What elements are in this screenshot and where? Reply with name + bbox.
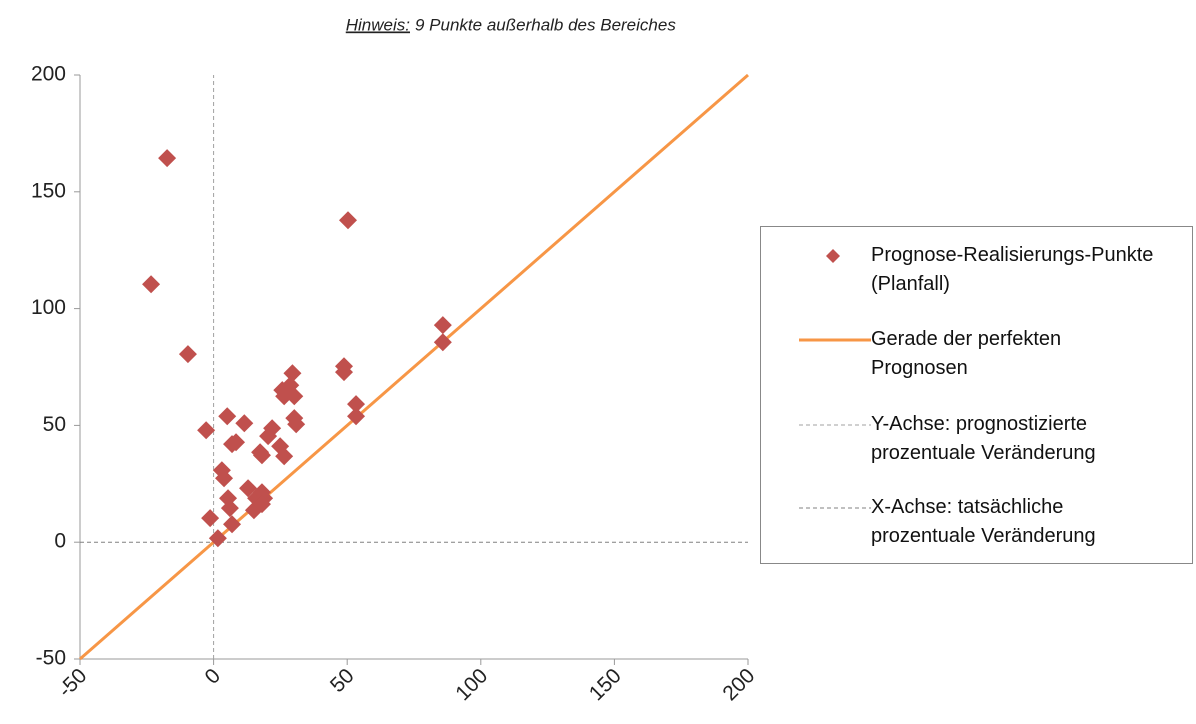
point (201, 509, 220, 528)
note-label: Hinweis: (346, 15, 411, 34)
point (158, 149, 177, 168)
point (252, 446, 271, 465)
point (208, 529, 227, 548)
legend-label: Y-Achse: prognostizierte prozentuale Ver… (871, 413, 1096, 464)
point (347, 407, 366, 426)
point (433, 333, 452, 352)
y-tick-label: 0 (54, 530, 66, 553)
legend-icon (826, 249, 840, 263)
legend: Prognose-Realisierungs-Punkte (Planfall)… (760, 226, 1193, 564)
point (334, 363, 353, 382)
legend-label: Gerade der perfekten Prognosen (871, 328, 1062, 379)
y-tick-label: 150 (31, 179, 66, 202)
point (223, 515, 242, 534)
point (283, 364, 302, 383)
legend-entry: Y-Achse: prognostizierte prozentuale Ver… (761, 410, 1156, 468)
legend-label: Prognose-Realisierungs-Punkte (Planfall) (871, 244, 1154, 295)
x-tick-label: 0 (201, 664, 226, 689)
point (223, 435, 242, 454)
x-tick-label: 100 (451, 664, 492, 705)
legend-entry: Gerade der perfekten Prognosen (761, 325, 1156, 383)
legend-marker (826, 249, 840, 263)
y-tick-label: 200 (31, 63, 66, 86)
x-tick-label: -50 (54, 664, 92, 702)
x-tick-label: 150 (585, 664, 626, 705)
point (339, 211, 358, 230)
y-tick-label: -50 (36, 647, 66, 670)
point (178, 345, 197, 364)
point (287, 415, 306, 434)
point (347, 395, 366, 414)
legend-label: X-Achse: tatsächliche prozentuale Veränd… (871, 496, 1096, 547)
point (275, 387, 294, 406)
point (235, 414, 254, 433)
y-tick-label: 100 (31, 296, 66, 319)
legend-icon (799, 424, 871, 426)
point (259, 427, 278, 446)
line (79, 73, 749, 661)
point (285, 387, 304, 406)
legend-entry: X-Achse: tatsächliche prozentuale Veränd… (761, 493, 1156, 551)
point (220, 499, 239, 518)
legend-icon (799, 507, 871, 509)
point (197, 421, 216, 440)
x-tick-label: 50 (326, 664, 359, 697)
legend-entry: Prognose-Realisierungs-Punkte (Planfall) (761, 241, 1156, 299)
point (239, 479, 258, 498)
point (142, 275, 161, 294)
point (215, 469, 234, 488)
point (218, 407, 237, 426)
point (433, 316, 452, 335)
legend-icon (799, 338, 871, 342)
y-tick-label: 50 (43, 413, 66, 436)
x-tick-label: 200 (718, 664, 759, 705)
note: 9 Punkte außerhalb des Bereiches (415, 15, 676, 34)
point (275, 447, 294, 466)
point (252, 495, 271, 514)
